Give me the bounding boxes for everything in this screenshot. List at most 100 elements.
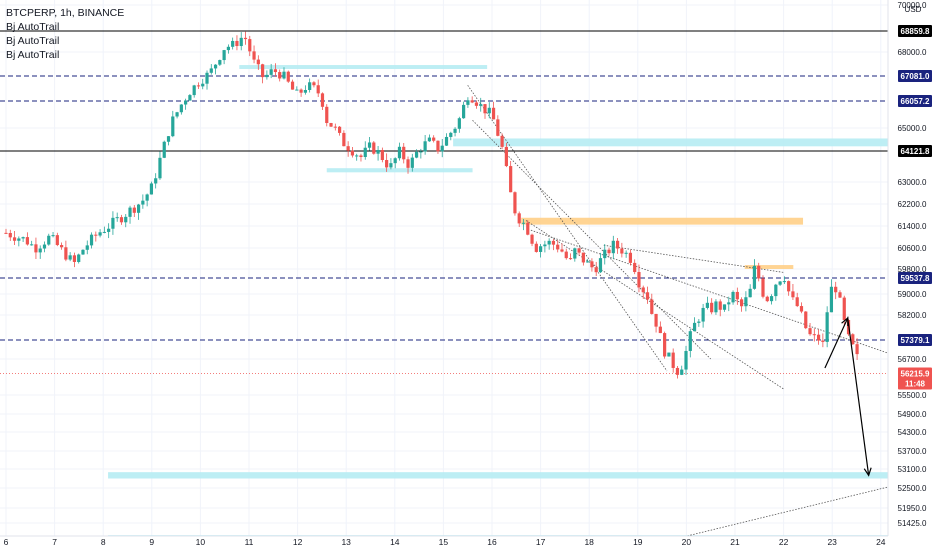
- projection-arrows[interactable]: [824, 315, 872, 477]
- candle-body: [791, 291, 795, 298]
- candle-body: [175, 112, 179, 117]
- candle-body: [316, 85, 320, 94]
- trendlines[interactable]: [467, 85, 911, 542]
- indicator-label[interactable]: Bj AutoTrail: [6, 49, 60, 61]
- candle-body: [154, 178, 158, 184]
- candle-body: [487, 107, 491, 114]
- candle-body: [303, 89, 307, 93]
- candle-body: [81, 249, 85, 255]
- candle-body: [363, 147, 367, 157]
- time-tick-label: 23: [827, 537, 837, 547]
- candle-body: [564, 251, 568, 259]
- candle-body: [252, 51, 256, 60]
- price-tick-label: 51950.0: [898, 504, 927, 513]
- candle-body: [829, 286, 834, 313]
- candle-body: [132, 207, 136, 213]
- candle-body: [453, 128, 457, 133]
- level-price-badge: [898, 272, 932, 284]
- price-tick-label: 63000.0: [898, 178, 927, 187]
- candle-body: [201, 83, 205, 87]
- candle-body: [423, 141, 427, 152]
- zone-cyan: [108, 472, 888, 479]
- candle-body: [337, 126, 342, 133]
- candle-body: [842, 297, 846, 320]
- candle-body: [611, 240, 615, 254]
- candle-body: [111, 217, 115, 229]
- candle-body: [444, 136, 449, 146]
- candle-body: [278, 72, 282, 79]
- indicator-label[interactable]: Bj AutoTrail: [6, 35, 60, 47]
- candle-body: [222, 50, 226, 61]
- candle-body: [355, 155, 359, 157]
- time-tick-label: 11: [245, 537, 254, 547]
- candle-body: [680, 369, 684, 375]
- horizontal-levels[interactable]: [0, 30, 888, 374]
- candle-body: [406, 159, 410, 168]
- candle-body: [692, 322, 697, 332]
- candle-body: [17, 238, 21, 241]
- candle-body: [402, 146, 406, 160]
- candle-body: [282, 71, 286, 79]
- candle-body: [735, 291, 739, 300]
- candle-body: [410, 157, 414, 168]
- candle-body: [667, 352, 671, 357]
- candle-body: [654, 313, 658, 327]
- candle-body: [136, 204, 141, 213]
- arrow-head: [841, 316, 849, 327]
- candle-body: [414, 151, 419, 158]
- candle-body: [457, 118, 461, 129]
- candle-body: [530, 234, 534, 244]
- last-price-text: 56215.9: [901, 370, 930, 379]
- candle-body: [209, 68, 213, 73]
- candles: [4, 31, 859, 379]
- candle-body: [55, 235, 59, 246]
- level-price-badge: [898, 95, 932, 107]
- time-tick-label: 16: [487, 537, 497, 547]
- candle-body: [675, 367, 680, 375]
- symbol-title[interactable]: BTCPERP, 1h, BINANCE: [6, 7, 125, 19]
- candle-body: [787, 281, 791, 292]
- price-tick-label: 51425.0: [898, 519, 927, 528]
- candle-body: [607, 249, 611, 254]
- candle-body: [231, 40, 235, 47]
- candle-body: [440, 145, 444, 152]
- candle-body: [419, 151, 423, 153]
- zone-cyan: [453, 138, 888, 147]
- indicator-label[interactable]: Bj AutoTrail: [6, 21, 60, 33]
- time-axis[interactable]: 6 7 8 9 10 11 12 13 14 15 16 17 18 19 20 21 22 23 24: [0, 535, 932, 550]
- candle-body: [72, 255, 77, 262]
- candle-body: [38, 248, 42, 253]
- zone-orange: [744, 265, 794, 269]
- candle-body: [389, 163, 393, 168]
- candle-body: [47, 235, 51, 245]
- candle-body: [765, 296, 769, 302]
- candle-body: [342, 132, 346, 147]
- candle-body: [124, 216, 128, 223]
- candle-body: [551, 240, 556, 245]
- candle-body: [25, 237, 29, 245]
- candle-body: [663, 333, 667, 357]
- candle-body: [8, 232, 12, 238]
- candle-body: [581, 252, 585, 263]
- candle-body: [248, 39, 252, 52]
- candle-body: [838, 292, 842, 298]
- candle-body: [641, 287, 645, 293]
- candle-body: [21, 237, 25, 239]
- candle-body: [372, 142, 376, 154]
- candle-body: [68, 255, 72, 260]
- time-tick-label: 12: [293, 537, 303, 547]
- candle-body: [774, 284, 778, 297]
- trendline: [603, 244, 784, 273]
- candle-body: [710, 302, 714, 313]
- candle-body: [89, 234, 94, 246]
- candle-body: [556, 244, 560, 250]
- candle-body: [42, 244, 47, 249]
- candle-body: [346, 146, 350, 151]
- candle-body: [192, 85, 196, 96]
- candle-body: [466, 100, 470, 105]
- candle-body: [312, 82, 316, 86]
- candle-body: [350, 150, 355, 156]
- candle-body: [628, 252, 633, 263]
- level-price-text: 64121.8: [901, 147, 930, 156]
